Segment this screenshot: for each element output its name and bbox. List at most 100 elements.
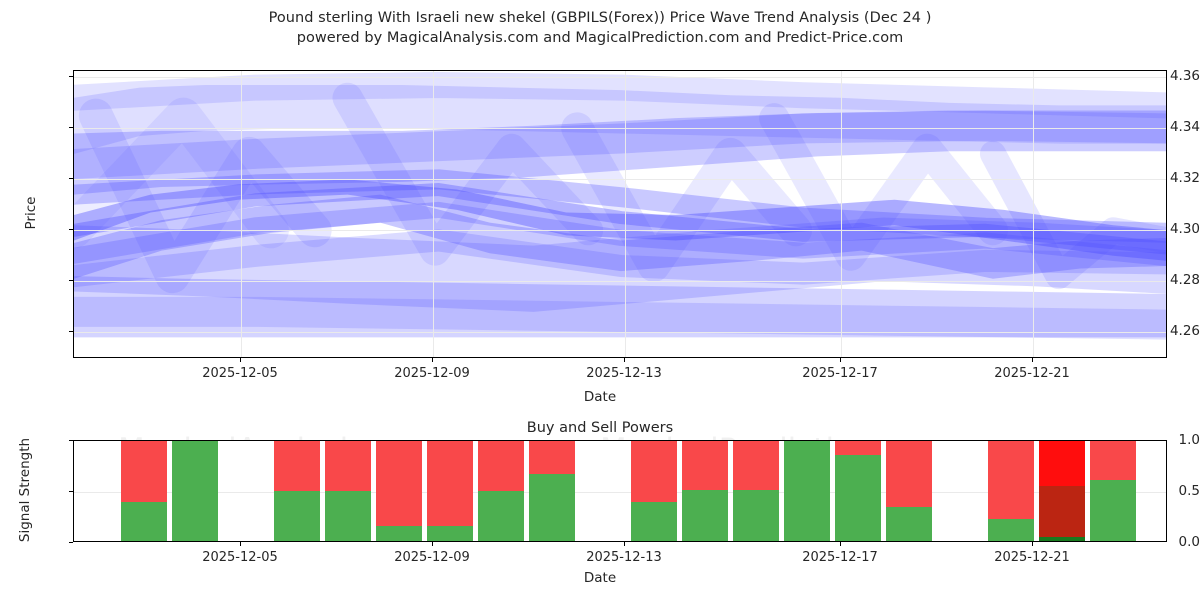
price-wave-stroke: [74, 169, 1166, 243]
signal-bar[interactable]: [733, 441, 779, 541]
signal-bar[interactable]: [886, 441, 932, 541]
sell-power-segment: [1039, 441, 1085, 537]
signal-bar[interactable]: [376, 441, 422, 541]
buy-power-segment: [1039, 536, 1085, 541]
x-axis-tickmark: [624, 358, 625, 362]
price-wave-fan: [332, 82, 604, 266]
buy-power-segment: [835, 455, 881, 541]
y-axis-tickmark: [69, 76, 73, 78]
price-band-band-mid-core: [74, 179, 1166, 261]
x-axis-tickmark: [1032, 542, 1033, 546]
signal-bar[interactable]: [427, 441, 473, 541]
price-chart-plot-area: [73, 70, 1167, 358]
gridline: [241, 71, 242, 357]
signal-bar[interactable]: [274, 441, 320, 541]
buy-power-segment: [325, 491, 371, 541]
sell-power-segment: [733, 441, 779, 490]
price-wave-fan: [759, 103, 1008, 271]
chart-title-line-2: powered by MagicalAnalysis.com and Magic…: [296, 30, 904, 46]
sell-power-segment: [121, 441, 167, 503]
price-band-band-lower-broad: [74, 217, 1166, 312]
price-band-band-upper-wide: [74, 110, 1166, 195]
y-axis-tickmark: [69, 229, 73, 231]
x-axis-tick-label: 2025-12-21: [994, 550, 1070, 565]
gridline: [74, 230, 1166, 232]
price-wave-fan: [561, 112, 813, 282]
signal-bar[interactable]: [325, 441, 371, 541]
buy-power-segment: [529, 473, 575, 541]
signal-bar[interactable]: [988, 441, 1034, 541]
y-axis-tickmark: [69, 331, 73, 333]
x-axis-tickmark: [432, 358, 433, 362]
signal-bar[interactable]: [1090, 441, 1136, 541]
chart-title-block: Pound sterling With Israeli new shekel (…: [0, 8, 1200, 48]
y-axis-tickmark: [69, 178, 73, 180]
price-wave-fan: [78, 98, 332, 294]
gridline: [74, 128, 1166, 130]
y-axis-tick-label: 4.36: [1169, 68, 1200, 85]
sell-power-segment: [631, 441, 677, 503]
chart-title-line-1: Pound sterling With Israeli new shekel (…: [268, 10, 932, 26]
signal-bar[interactable]: [121, 441, 167, 541]
price-wave-stroke: [74, 229, 1166, 288]
gridline: [74, 332, 1166, 334]
x-axis-tickmark: [240, 542, 241, 546]
signal-bar[interactable]: [529, 441, 575, 541]
buy-power-segment: [478, 491, 524, 541]
signal-bar[interactable]: [682, 441, 728, 541]
gridline: [74, 492, 1166, 493]
price-band-band-mid-lower: [74, 194, 1166, 279]
signal-bar[interactable]: [478, 441, 524, 541]
signal-bar[interactable]: [172, 441, 218, 541]
buy-power-segment: [784, 441, 830, 541]
y-axis-tickmark: [69, 542, 73, 543]
x-axis-tick-label: 2025-12-05: [202, 366, 278, 381]
x-axis-tick-label: 2025-12-13: [586, 550, 662, 565]
y-axis-tickmark: [69, 440, 73, 441]
x-axis-tickmark: [1032, 358, 1033, 362]
x-axis-tickmark: [840, 358, 841, 362]
gridline: [625, 71, 626, 357]
sell-power-segment: [682, 441, 728, 490]
signal-bar[interactable]: [835, 441, 881, 541]
buy-power-segment: [376, 525, 422, 541]
price-wave-stroke: [74, 110, 1166, 180]
price-band-band-upper-outer: [74, 85, 1166, 154]
buy-power-segment: [988, 518, 1034, 541]
sell-power-segment: [1090, 441, 1136, 480]
x-axis-tick-label: 2025-12-17: [802, 366, 878, 381]
y-axis-tick-label: 4.28: [1169, 272, 1200, 289]
signal-chart-title: Buy and Sell Powers: [526, 420, 674, 436]
sell-power-segment: [988, 441, 1034, 519]
buy-power-segment: [733, 490, 779, 541]
price-wave-stroke: [74, 296, 1166, 340]
x-axis-tick-label: 2025-12-09: [394, 366, 470, 381]
signal-bar[interactable]: [631, 441, 677, 541]
gridline: [841, 71, 842, 357]
signal-bar[interactable]: [1039, 441, 1085, 541]
sell-power-segment: [529, 441, 575, 474]
x-axis-tickmark: [432, 542, 433, 546]
buy-power-segment: [886, 507, 932, 541]
x-axis-tick-label: 2025-12-17: [802, 550, 878, 565]
buy-power-segment: [427, 525, 473, 541]
x-axis-tick-label: 2025-12-09: [394, 550, 470, 565]
price-chart-x-axis-title: Date: [583, 389, 617, 405]
sell-power-segment: [376, 441, 422, 526]
buy-power-segment: [274, 491, 320, 541]
buy-power-segment: [631, 502, 677, 541]
price-wave-bands: [74, 72, 1166, 340]
gridline: [74, 77, 1166, 79]
price-wave-stroke: [74, 201, 1166, 267]
x-axis-tick-label: 2025-12-05: [202, 550, 278, 565]
y-axis-tick-label: 4.26: [1169, 323, 1200, 340]
buy-power-segment: [121, 502, 167, 541]
signal-bar[interactable]: [784, 441, 830, 541]
y-axis-tickmark: [69, 491, 73, 492]
y-axis-tick-label: 0.5: [1178, 483, 1200, 499]
y-axis-tick-label: 0.0: [1178, 534, 1200, 550]
price-band-band-lower-outer: [74, 276, 1166, 338]
x-axis-tickmark: [240, 358, 241, 362]
buy-power-segment: [682, 490, 728, 541]
